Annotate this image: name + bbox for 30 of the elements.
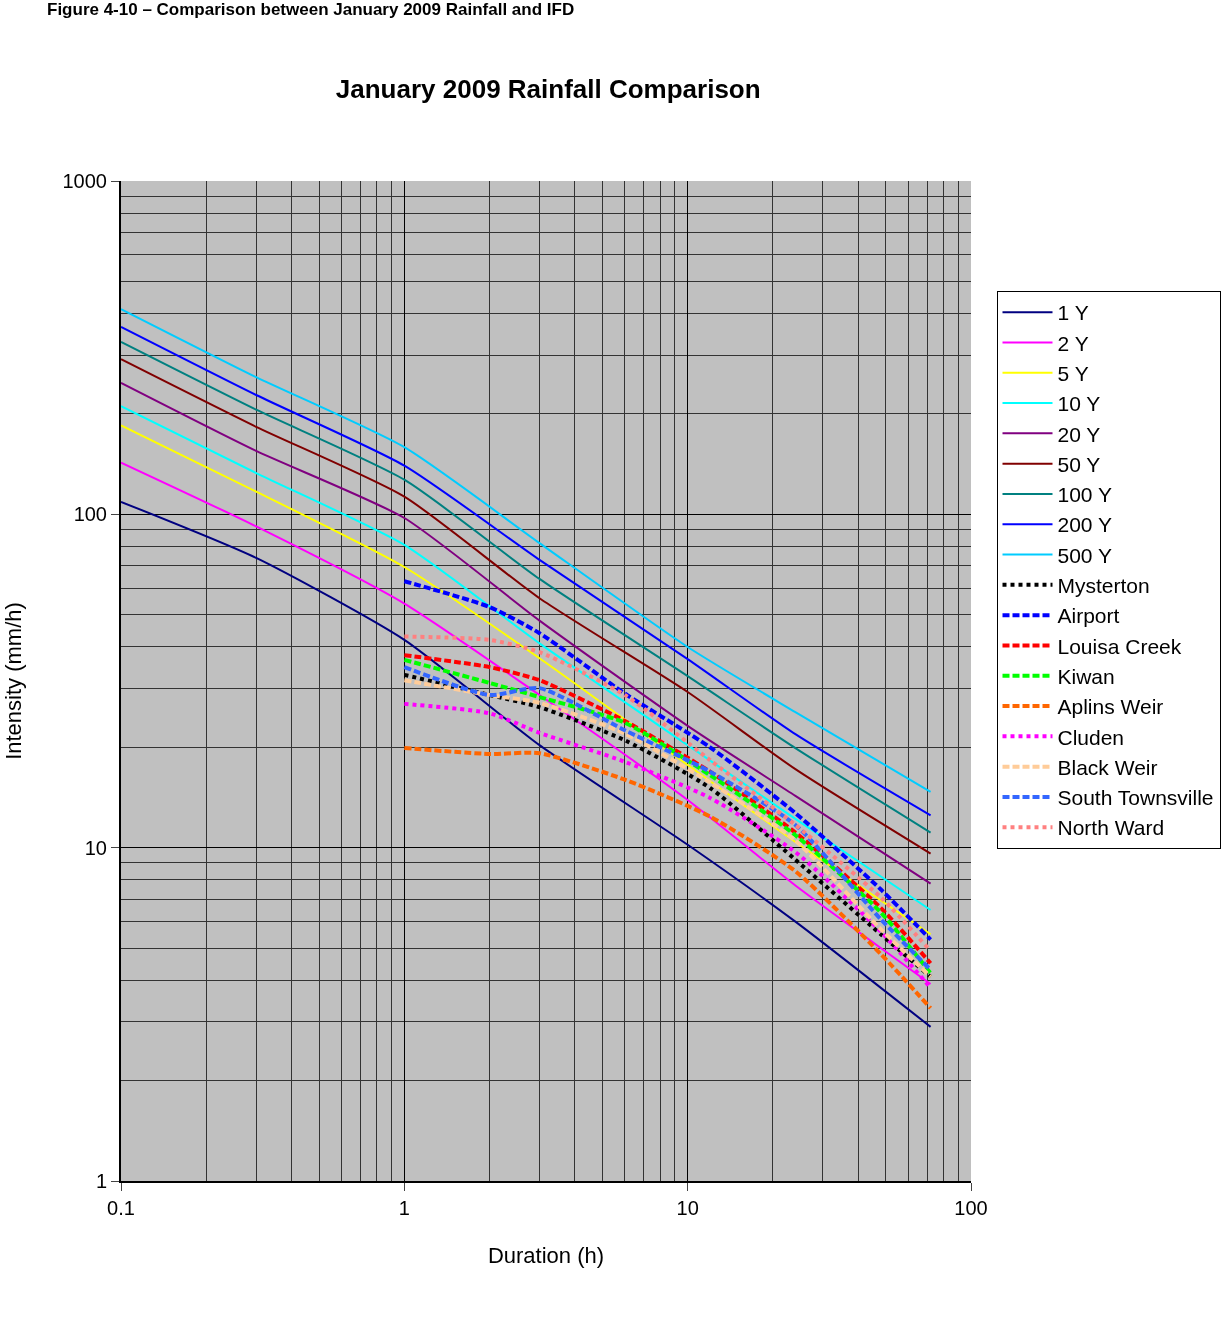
legend-label: 2 Y bbox=[1057, 331, 1089, 355]
y-tick-label: 1000 bbox=[62, 170, 107, 192]
legend-label: 1 Y bbox=[1057, 301, 1089, 325]
legend-label: Louisa Creek bbox=[1057, 634, 1182, 658]
caption: Figure 4-10 – Comparison between January 2009 Rainfall and IFD bbox=[47, 0, 575, 19]
legend-label: 500 Y bbox=[1057, 543, 1112, 567]
x-tick-label: 10 bbox=[676, 1197, 699, 1219]
legend-label: 200 Y bbox=[1057, 513, 1112, 537]
y-axis-title: Intensity (mm/h) bbox=[0, 602, 26, 760]
legend-label: South Townsville bbox=[1057, 786, 1214, 810]
y-tick-label: 1 bbox=[95, 1170, 107, 1192]
legend-label: 10 Y bbox=[1057, 392, 1101, 416]
legend-label: Kiwan bbox=[1057, 664, 1115, 688]
chart-title: January 2009 Rainfall Comparison bbox=[335, 73, 761, 104]
y-tick-label: 10 bbox=[84, 836, 107, 859]
legend-label: 20 Y bbox=[1057, 422, 1101, 446]
x-tick-label: 0.1 bbox=[107, 1197, 135, 1219]
y-tick-label: 100 bbox=[73, 503, 107, 526]
x-axis-title: Duration (h) bbox=[487, 1243, 605, 1269]
legend-label: Cluden bbox=[1057, 725, 1125, 749]
legend-label: Black Weir bbox=[1057, 755, 1158, 779]
legend-label: 50 Y bbox=[1057, 452, 1101, 476]
legend-label: Mysterton bbox=[1057, 574, 1150, 598]
legend-label: Aplins Weir bbox=[1057, 695, 1164, 719]
x-tick-label: 100 bbox=[954, 1197, 988, 1219]
legend-label: 100 Y bbox=[1057, 483, 1112, 507]
x-tick-label: 1 bbox=[398, 1197, 410, 1219]
legend-label: 5 Y bbox=[1057, 361, 1089, 385]
legend-label: North Ward bbox=[1057, 816, 1165, 840]
legend-label: Airport bbox=[1057, 604, 1120, 628]
